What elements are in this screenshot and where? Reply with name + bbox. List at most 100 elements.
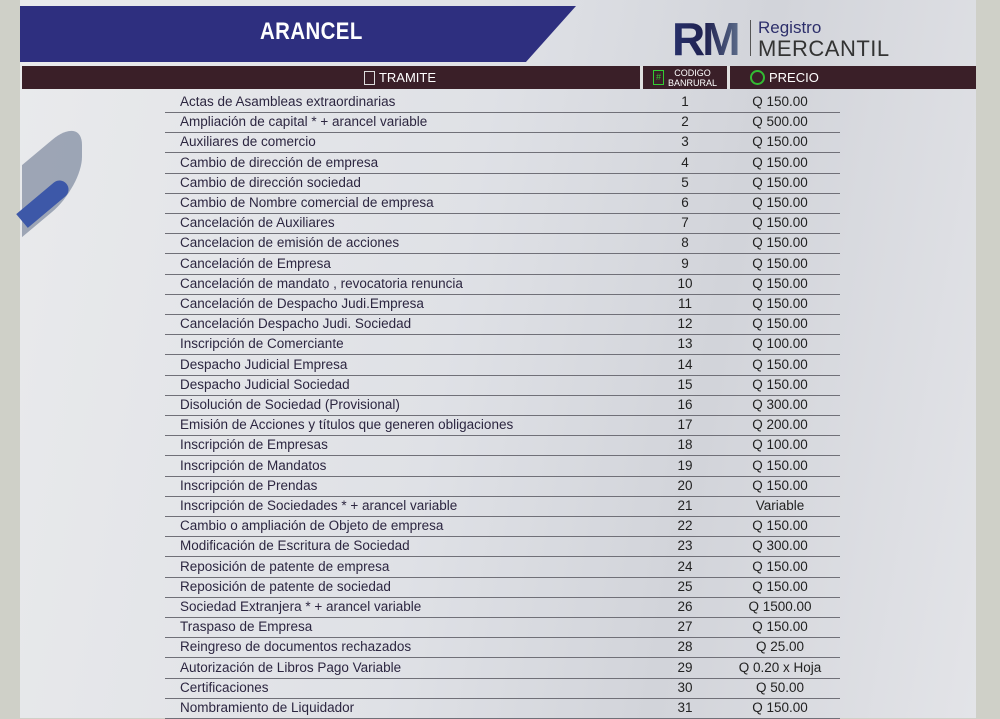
precio-cell: Q 150.00: [752, 275, 808, 291]
table-row: Reposición de patente de sociedad 25 Q 150…: [165, 577, 840, 598]
precio-cell: Q 25.00: [755, 639, 805, 655]
codigo-cell: 3: [681, 134, 689, 150]
precio-cell: Variable: [755, 498, 805, 513]
precio-cell: Q 150.00: [752, 154, 808, 170]
tramite-cell: Cancelación Despacho Judi. Sociedad: [180, 316, 412, 332]
tramite-cell: Cancelación de Despacho Judi.Empresa: [180, 296, 424, 311]
precio-cell: Q 150.00: [752, 215, 808, 231]
table-row: Nombramiento de Liquidador 31 Q 150.00: [165, 698, 840, 719]
tramite-cell: Nombramiento de Liquidador: [180, 700, 355, 715]
column-header-tramite: TRAMITE: [160, 66, 640, 89]
table-row: Cambio de dirección sociedad 5 Q 150.00: [165, 173, 840, 194]
table-row: Cancelacion de emisión de acciones 8 Q 150…: [165, 233, 840, 255]
codigo-cell: 9: [681, 255, 689, 271]
tramite-cell: Autorización de Libros Pago Variable: [180, 659, 402, 675]
precio-cell: Q 50.00: [755, 679, 805, 695]
precio-cell: Q 100.00: [752, 336, 808, 352]
codigo-cell: 8: [681, 235, 689, 251]
table-row: Inscripción de Comerciante 13 Q 100.00: [165, 334, 840, 356]
table-row: Cancelación de Auxiliares 7 Q 150.00: [165, 213, 840, 235]
table-row: Inscripción de Mandatos 19 Q 150.00: [165, 456, 840, 477]
tramite-cell: Despacho Judicial Empresa: [180, 356, 348, 372]
table-row: Traspaso de Empresa 27 Q 150.00: [165, 617, 840, 639]
table-row: Reingreso de documentos rechazados 28 Q 25…: [165, 637, 840, 659]
table-row: Reposición de patente de empresa 24 Q 150.…: [165, 557, 840, 578]
codigo-cell: 26: [677, 599, 693, 614]
logo-divider: [750, 20, 751, 56]
precio-cell: Q 100.00: [752, 437, 808, 453]
precio-cell: Q 150.00: [752, 457, 808, 473]
codigo-cell: 20: [677, 477, 693, 493]
codigo-cell: 17: [677, 417, 693, 433]
codigo-cell: 22: [677, 518, 693, 534]
title-banner: ARANCEL: [20, 6, 576, 62]
codigo-cell: 7: [681, 215, 689, 231]
tramite-cell: Cancelación de mandato , revocatoria ren…: [180, 275, 463, 291]
tramite-cell: Cancelación de Empresa: [180, 255, 331, 271]
table-row: Inscripción de Empresas 18 Q 100.00: [165, 435, 840, 457]
codigo-cell: 25: [677, 578, 693, 594]
tramite-cell: Cambio o ampliación de Objeto de empresa: [180, 518, 444, 534]
table-row: Autorización de Libros Pago Variable 29 Q …: [165, 658, 840, 679]
tramite-cell: Cambio de Nombre comercial de empresa: [180, 195, 434, 210]
table-row: Despacho Judicial Sociedad 15 Q 150.00: [165, 375, 840, 396]
tramite-cell: Inscripción de Empresas: [180, 437, 328, 453]
table-row: Cancelación Despacho Judi. Sociedad 12 Q 1…: [165, 314, 840, 336]
tramite-cell: Ampliación de capital * + arancel variab…: [180, 114, 428, 130]
table-row: Inscripción de Sociedades * + arancel va…: [165, 496, 840, 517]
tramite-cell: Traspaso de Empresa: [180, 619, 313, 635]
precio-cell: Q 150.00: [752, 518, 808, 534]
tramite-cell: Cambio de dirección de empresa: [180, 154, 379, 170]
precio-cell: Q 200.00: [752, 417, 808, 433]
precio-cell: Q 150.00: [752, 376, 808, 392]
precio-cell: Q 150.00: [752, 134, 808, 150]
precio-cell: Q 150.00: [752, 174, 808, 190]
column-header-label: TRAMITE: [378, 70, 437, 85]
table-row: Sociedad Extranjera * + arancel variable…: [165, 597, 840, 618]
codigo-cell: 19: [677, 457, 693, 473]
codigo-cell: 31: [677, 700, 693, 715]
price-sheet: [20, 0, 976, 718]
tramite-cell: Inscripción de Mandatos: [180, 457, 327, 473]
precio-cell: Q 150.00: [752, 578, 808, 594]
precio-cell: Q 150.00: [752, 356, 808, 372]
hash-icon: #: [652, 70, 664, 85]
tramite-cell: Cancelacion de emisión de acciones: [180, 235, 400, 251]
codigo-cell: 30: [677, 679, 693, 695]
column-header-label: PRECIO: [769, 70, 819, 85]
tramite-cell: Reposición de patente de sociedad: [180, 578, 391, 594]
table-row: Emisión de Acciones y títulos que genere…: [165, 415, 840, 437]
table-header-bar: [22, 66, 976, 89]
codigo-cell: 11: [677, 296, 692, 311]
table-row: Cambio de dirección de empresa 4 Q 150.00: [165, 153, 840, 174]
precio-cell: Q 150.00: [752, 558, 808, 574]
codigo-cell: 16: [677, 397, 693, 412]
table-row: Cambio o ampliación de Objeto de empresa…: [165, 516, 840, 538]
tramite-cell: Inscripción de Comerciante: [180, 336, 344, 352]
tramite-cell: Actas de Asambleas extraordinarias: [180, 94, 396, 109]
tramite-cell: Despacho Judicial Sociedad: [180, 376, 350, 392]
tramite-cell: Modificación de Escritura de Sociedad: [180, 538, 410, 554]
logo-line1: Registro: [758, 18, 822, 37]
refresh-icon: [750, 70, 765, 85]
table-row: Ampliación de capital * + arancel variab…: [165, 112, 840, 134]
codigo-cell: 5: [681, 174, 689, 190]
codigo-cell: 18: [677, 437, 693, 453]
codigo-cell: 24: [677, 558, 693, 574]
codigo-cell: 10: [677, 275, 693, 291]
precio-cell: Q 150.00: [752, 316, 808, 332]
tramite-cell: Cancelación de Auxiliares: [180, 215, 335, 231]
table-row: Cancelación de mandato , revocatoria ren…: [165, 274, 840, 295]
codigo-cell: 2: [681, 114, 689, 130]
header-divider: [727, 66, 730, 89]
tramite-cell: Certificaciones: [180, 679, 269, 695]
table-row: Cancelación de Empresa 9 Q 150.00: [165, 254, 840, 275]
codigo-cell: 1: [681, 94, 689, 109]
tramite-cell: Disolución de Sociedad (Provisional): [180, 397, 400, 412]
table-row: Despacho Judicial Empresa 14 Q 150.00: [165, 355, 840, 376]
table-row: Disolución de Sociedad (Provisional) 16 Q …: [165, 395, 840, 416]
header-divider: [640, 66, 643, 89]
precio-cell: Q 0.20 x Hoja: [738, 659, 822, 675]
precio-cell: Q 150.00: [752, 619, 808, 635]
precio-cell: Q 500.00: [752, 114, 808, 130]
